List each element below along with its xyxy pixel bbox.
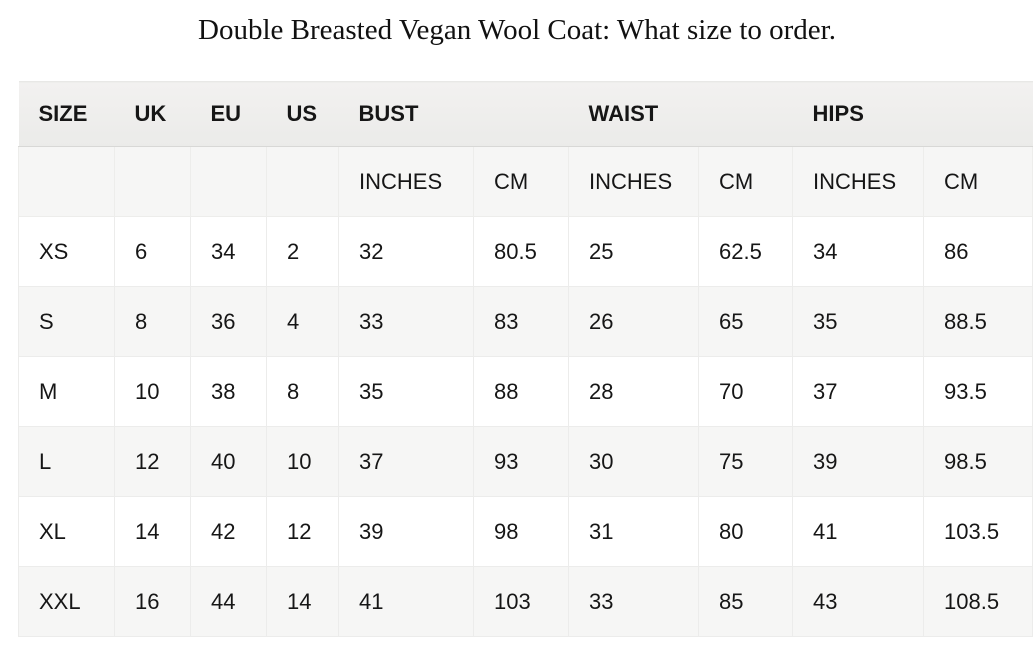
- measurement-cell: 36: [190, 286, 267, 357]
- measurement-cell: 34: [792, 216, 925, 287]
- measurement-cell: 39: [338, 496, 474, 567]
- measurement-cell: 41: [792, 496, 925, 567]
- measurement-cell: 26: [568, 286, 700, 357]
- measurement-cell: 98.5: [923, 426, 1034, 497]
- measurement-cell: 83: [472, 286, 570, 357]
- size-label-cell: M: [18, 356, 115, 427]
- unit-header-empty: [18, 146, 115, 217]
- measurement-cell: 39: [792, 426, 925, 497]
- size-label-cell: XL: [18, 496, 115, 567]
- measurement-cell: 40: [190, 426, 267, 497]
- measurement-cell: 30: [568, 426, 700, 497]
- column-header-row: SIZE UK EU US BUST WAIST HIPS: [18, 81, 1033, 147]
- measurement-cell: 31: [568, 496, 700, 567]
- measurement-cell: 10: [266, 426, 339, 497]
- size-chart: SIZE UK EU US BUST WAIST HIPS INCHES CM INCHES CM I…: [18, 81, 1034, 637]
- measurement-cell: 35: [792, 286, 925, 357]
- measurement-cell: 16: [114, 566, 191, 637]
- size-label-cell: XXL: [18, 566, 115, 637]
- page-title: Double Breasted Vegan Wool Coat: What si…: [198, 14, 836, 46]
- measurement-cell: 33: [338, 286, 474, 357]
- measurement-cell: 12: [266, 496, 339, 567]
- measurement-cell: 103.5: [923, 496, 1034, 567]
- size-label-cell: L: [18, 426, 115, 497]
- unit-header-empty: [114, 146, 191, 217]
- measurement-cell: 43: [792, 566, 925, 637]
- column-header-waist: WAIST: [568, 81, 793, 147]
- measurement-cell: 34: [190, 216, 267, 287]
- measurement-cell: 8: [114, 286, 191, 357]
- measurement-cell: 93: [472, 426, 570, 497]
- column-header-uk: UK: [114, 81, 191, 147]
- measurement-cell: 85: [698, 566, 794, 637]
- unit-header-empty: [190, 146, 267, 217]
- measurement-cell: 10: [114, 356, 191, 427]
- measurement-cell: 14: [114, 496, 191, 567]
- measurement-cell: 75: [698, 426, 794, 497]
- column-header-bust: BUST: [338, 81, 569, 147]
- unit-header-cm-9: CM: [923, 146, 1034, 217]
- measurement-cell: 62.5: [698, 216, 794, 287]
- unit-header-row: INCHES CM INCHES CM INCHES CM: [18, 146, 1034, 217]
- measurement-cell: 2: [266, 216, 339, 287]
- measurement-cell: 37: [338, 426, 474, 497]
- size-label-cell: S: [18, 286, 115, 357]
- size-label-cell: XS: [18, 216, 115, 287]
- unit-header-inches-8: INCHES: [792, 146, 925, 217]
- measurement-cell: 42: [190, 496, 267, 567]
- unit-header-empty: [266, 146, 339, 217]
- column-header-us: US: [266, 81, 339, 147]
- measurement-cell: 80: [698, 496, 794, 567]
- measurement-cell: 88.5: [923, 286, 1034, 357]
- table-row-xxl: XXL 16 44 14 41 103 33 85 43 108.5: [18, 566, 1034, 637]
- measurement-cell: 35: [338, 356, 474, 427]
- measurement-cell: 8: [266, 356, 339, 427]
- measurement-cell: 108.5: [923, 566, 1034, 637]
- table-body: XS 6 34 2 32 80.5 25 62.5 34 86 S 8 36 4 33 83 26 65 35 88.…: [18, 216, 1034, 637]
- measurement-cell: 41: [338, 566, 474, 637]
- measurement-cell: 88: [472, 356, 570, 427]
- measurement-cell: 38: [190, 356, 267, 427]
- measurement-cell: 32: [338, 216, 474, 287]
- column-header-eu: EU: [190, 81, 267, 147]
- column-header-hips: HIPS: [792, 81, 1033, 147]
- table-row-s: S 8 36 4 33 83 26 65 35 88.5: [18, 286, 1034, 357]
- measurement-cell: 25: [568, 216, 700, 287]
- unit-header-cm-7: CM: [698, 146, 794, 217]
- unit-header-inches-6: INCHES: [568, 146, 700, 217]
- measurement-cell: 6: [114, 216, 191, 287]
- table-header: SIZE UK EU US BUST WAIST HIPS INCHES CM INCHES CM I…: [18, 81, 1034, 217]
- measurement-cell: 37: [792, 356, 925, 427]
- measurement-cell: 4: [266, 286, 339, 357]
- table-row-xl: XL 14 42 12 39 98 31 80 41 103.5: [18, 496, 1034, 567]
- measurement-cell: 70: [698, 356, 794, 427]
- measurement-cell: 80.5: [472, 216, 570, 287]
- measurement-cell: 65: [698, 286, 794, 357]
- measurement-cell: 44: [190, 566, 267, 637]
- measurement-cell: 98: [472, 496, 570, 567]
- column-header-size: SIZE: [18, 81, 115, 147]
- unit-header-cm-5: CM: [472, 146, 570, 217]
- unit-header-inches-4: INCHES: [338, 146, 474, 217]
- measurement-cell: 14: [266, 566, 339, 637]
- table-row-l: L 12 40 10 37 93 30 75 39 98.5: [18, 426, 1034, 497]
- measurement-cell: 103: [472, 566, 570, 637]
- measurement-cell: 28: [568, 356, 700, 427]
- table-row-xs: XS 6 34 2 32 80.5 25 62.5 34 86: [18, 216, 1034, 287]
- table-row-m: M 10 38 8 35 88 28 70 37 93.5: [18, 356, 1034, 427]
- measurement-cell: 93.5: [923, 356, 1034, 427]
- measurement-cell: 86: [923, 216, 1034, 287]
- measurement-cell: 33: [568, 566, 700, 637]
- size-chart-table: SIZE UK EU US BUST WAIST HIPS INCHES CM INCHES CM I…: [18, 81, 1034, 637]
- measurement-cell: 12: [114, 426, 191, 497]
